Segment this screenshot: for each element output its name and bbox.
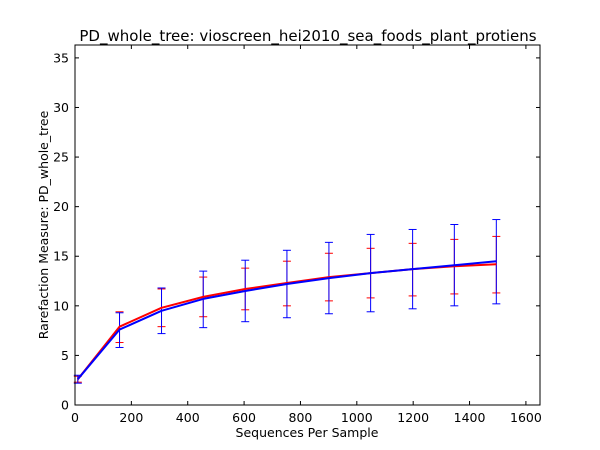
x-tick-label: 0 (71, 410, 79, 425)
y-tick-label: 35 (53, 50, 69, 65)
x-tick-label: 800 (289, 410, 313, 425)
series-line-1 (77, 260, 497, 380)
plot-area (75, 45, 540, 405)
y-axis-label: Rarefaction Measure: PD_whole_tree (36, 110, 51, 339)
y-tick-label: 0 (61, 398, 69, 413)
y-tick-label: 15 (53, 249, 69, 264)
y-tick-label: 10 (53, 298, 69, 313)
x-tick-label: 600 (232, 410, 256, 425)
x-tick-label: 1000 (341, 410, 373, 425)
y-axis: 0 5 10 15 20 25 30 35 (53, 50, 540, 413)
x-axis-label: Sequences Per Sample (236, 425, 379, 440)
y-tick-label: 30 (53, 100, 69, 115)
x-tick-label: 1400 (454, 410, 486, 425)
y-tick-label: 5 (61, 348, 69, 363)
x-tick-label: 200 (119, 410, 143, 425)
y-tick-label: 25 (53, 150, 69, 165)
x-tick-label: 1200 (397, 410, 429, 425)
y-tick-label: 20 (53, 199, 69, 214)
x-tick-label: 1600 (510, 410, 542, 425)
x-tick-label: 400 (176, 410, 200, 425)
chart-title: PD_whole_tree: vioscreen_hei2010_sea_foo… (79, 27, 536, 46)
plot-frame (74, 44, 541, 406)
plot-marks (73, 219, 501, 384)
x-axis: 0 200 400 600 800 1000 1200 1400 1600 (71, 45, 542, 425)
